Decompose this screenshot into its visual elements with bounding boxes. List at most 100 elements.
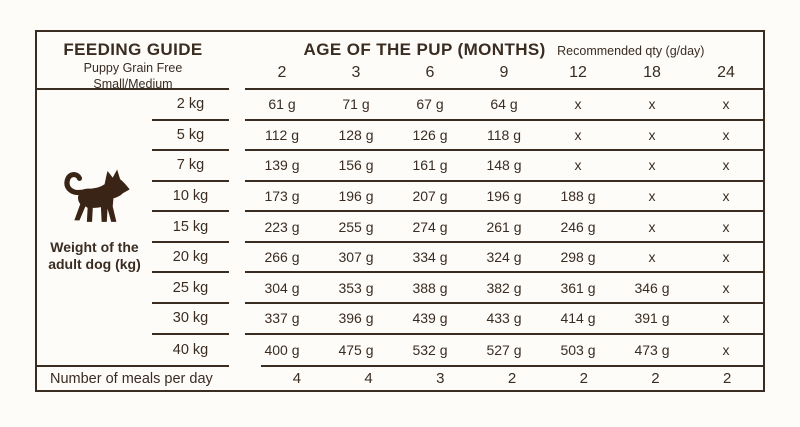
table-row: 40 kg 400 g 475 g 532 g 527 g 503 g 473 g x [37, 335, 763, 366]
table-row: 7 kg 139 g 156 g 161 g 148 g x x x [37, 151, 763, 182]
qty-cell: 223 g [264, 218, 300, 235]
weight-row-label: 10 kg [152, 182, 229, 213]
meals-values-row: 4 4 3 2 2 2 2 [261, 365, 763, 390]
age-column-header: 24 [717, 63, 735, 81]
qty-cell: x [648, 96, 656, 113]
row-values: 304 g 353 g 388 g 382 g 361 g 346 g x [245, 273, 763, 304]
qty-cell: 112 g [265, 126, 299, 143]
recommended-qty-label: Recommended qty (g/day) [557, 44, 705, 58]
qty-cell: 261 g [486, 218, 522, 235]
qty-cell: 126 g [412, 126, 448, 143]
dog-icon [63, 168, 130, 222]
qty-cell: 173 g [264, 187, 300, 204]
weight-label-line1: Weight of the [50, 238, 139, 255]
age-column-header: 12 [569, 63, 587, 81]
meals-per-day-label: Number of meals per day [37, 365, 229, 390]
qty-cell: 61 g [268, 96, 296, 113]
qty-cell: 382 g [486, 279, 522, 296]
qty-cell: x [722, 218, 730, 235]
meals-count-cell: 4 [364, 370, 373, 387]
row-values: 223 g 255 g 274 g 261 g 246 g x x [245, 212, 763, 243]
qty-cell: 361 g [560, 279, 596, 296]
weight-row-label: 5 kg [152, 121, 229, 152]
weight-row-label: 40 kg [172, 341, 209, 358]
row-values: 61 g 71 g 67 g 64 g x x x [245, 90, 763, 121]
qty-cell: 207 g [412, 187, 448, 204]
age-column-header: 18 [643, 63, 661, 81]
qty-cell: 353 g [338, 279, 374, 296]
table-row: 5 kg 112 g 128 g 126 g 118 g x x x [37, 121, 763, 152]
qty-cell: 346 g [634, 279, 670, 296]
row-values: 400 g 475 g 532 g 527 g 503 g 473 g x [245, 335, 763, 366]
qty-cell: 246 g [560, 218, 596, 235]
weight-row-label: 15 kg [152, 212, 229, 243]
qty-cell: x [722, 187, 730, 204]
qty-cell: 266 g [264, 249, 300, 266]
feeding-guide-title: FEEDING GUIDE [63, 40, 203, 59]
product-name-line1: Puppy Grain Free [83, 61, 183, 75]
qty-cell: 324 g [486, 249, 522, 266]
age-title-line: AGE OF THE PUP (MONTHS) Recommended qty … [245, 40, 763, 60]
qty-cell: x [722, 279, 730, 296]
qty-cell: x [574, 126, 582, 143]
qty-cell: 196 g [486, 187, 522, 204]
row-values: 112 g 128 g 126 g 118 g x x x [245, 121, 763, 152]
qty-cell: x [722, 341, 730, 358]
weight-of-adult-dog-label: Weight of the adult dog (kg) [48, 239, 141, 274]
table-row: 20 kg 266 g 307 g 334 g 324 g 298 g x x [37, 243, 763, 274]
qty-cell: 439 g [412, 310, 448, 327]
table-header-right: AGE OF THE PUP (MONTHS) Recommended qty … [245, 32, 763, 90]
age-of-pup-title: AGE OF THE PUP (MONTHS) [303, 40, 546, 59]
weight-row-label: 20 kg [152, 243, 229, 274]
qty-cell: x [722, 310, 730, 327]
qty-cell: x [648, 249, 656, 266]
qty-cell: 71 g [342, 96, 370, 113]
qty-cell: 118 g [487, 126, 521, 143]
meals-count-cell: 2 [579, 370, 588, 387]
qty-cell: 139 g [264, 157, 300, 174]
table-row: 10 kg 173 g 196 g 207 g 196 g 188 g x x [37, 182, 763, 213]
qty-cell: 433 g [486, 310, 522, 327]
qty-cell: x [722, 157, 730, 174]
table-row: 30 kg 337 g 396 g 439 g 433 g 414 g 391 g x [37, 304, 763, 335]
weight-row-label: 7 kg [152, 151, 229, 182]
qty-cell: x [722, 126, 730, 143]
table-row: 15 kg 223 g 255 g 274 g 261 g 246 g x x [37, 212, 763, 243]
qty-cell: 148 g [486, 157, 522, 174]
age-column-header: 6 [425, 63, 435, 81]
meals-count-cell: 2 [651, 370, 660, 387]
qty-cell: x [648, 187, 656, 204]
weight-row-label: 2 kg [152, 90, 229, 121]
qty-cell: x [648, 218, 656, 235]
qty-cell: x [722, 96, 730, 113]
qty-cell: 196 g [338, 187, 374, 204]
meals-rule-gap [229, 365, 245, 390]
qty-cell: 503 g [560, 341, 596, 358]
row-values: 337 g 396 g 439 g 433 g 414 g 391 g x [245, 304, 763, 335]
header-rule-gap [229, 32, 245, 90]
table-row: 25 kg 304 g 353 g 388 g 382 g 361 g 346 g x [37, 273, 763, 304]
qty-cell: 475 g [338, 341, 374, 358]
qty-cell: 473 g [634, 341, 670, 358]
feeding-guide-table: FEEDING GUIDE Puppy Grain Free Small/Med… [35, 30, 765, 392]
qty-cell: 188 g [560, 187, 596, 204]
qty-cell: 304 g [264, 279, 300, 296]
qty-cell: x [574, 96, 582, 113]
qty-cell: x [574, 157, 582, 174]
qty-cell: 307 g [338, 249, 374, 266]
age-column-header: 3 [351, 63, 361, 81]
row-values: 173 g 196 g 207 g 196 g 188 g x x [245, 182, 763, 213]
qty-cell: 161 g [412, 157, 448, 174]
row-values: 266 g 307 g 334 g 324 g 298 g x x [245, 243, 763, 274]
qty-cell: 64 g [490, 96, 518, 113]
qty-cell: 532 g [412, 341, 448, 358]
qty-cell: 128 g [338, 126, 374, 143]
qty-cell: 67 g [416, 96, 444, 113]
table-row: 2 kg 61 g 71 g 67 g 64 g x x x [37, 90, 763, 121]
qty-cell: x [722, 249, 730, 266]
qty-cell: 391 g [634, 310, 670, 327]
meals-per-day-row: Number of meals per day 4 4 3 2 2 2 2 [37, 365, 763, 390]
qty-cell: 334 g [412, 249, 448, 266]
weight-label-line2: adult dog (kg) [48, 256, 141, 272]
